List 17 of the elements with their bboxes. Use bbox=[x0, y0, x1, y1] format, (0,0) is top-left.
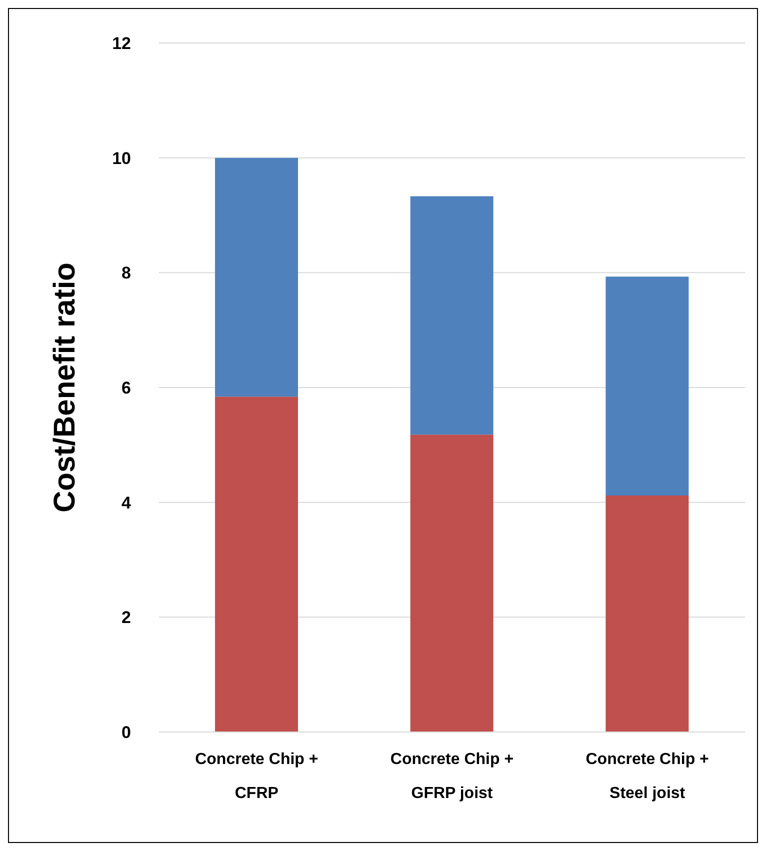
y-axis-title: Cost/Benefit ratio bbox=[48, 262, 82, 513]
y-tick-label: 4 bbox=[122, 493, 132, 512]
y-tick-label: 8 bbox=[122, 264, 131, 283]
bar bbox=[215, 158, 298, 397]
x-tick-label: Concrete Chip + CFRP bbox=[195, 751, 318, 802]
y-tick-label: 10 bbox=[112, 148, 131, 168]
bar bbox=[215, 396, 298, 732]
bar bbox=[410, 434, 494, 732]
bar bbox=[606, 276, 689, 496]
bar bbox=[410, 196, 494, 435]
y-tick-label: 0 bbox=[122, 723, 131, 742]
x-tick-label: Concrete Chip + GFRP joist bbox=[390, 751, 514, 802]
y-tick-label: 6 bbox=[122, 378, 131, 398]
x-tick-label: Concrete Chip + Steel joist bbox=[586, 751, 709, 802]
y-tick-label: 2 bbox=[122, 608, 131, 628]
y-tick-label: 12 bbox=[112, 34, 131, 54]
bar bbox=[606, 495, 689, 732]
